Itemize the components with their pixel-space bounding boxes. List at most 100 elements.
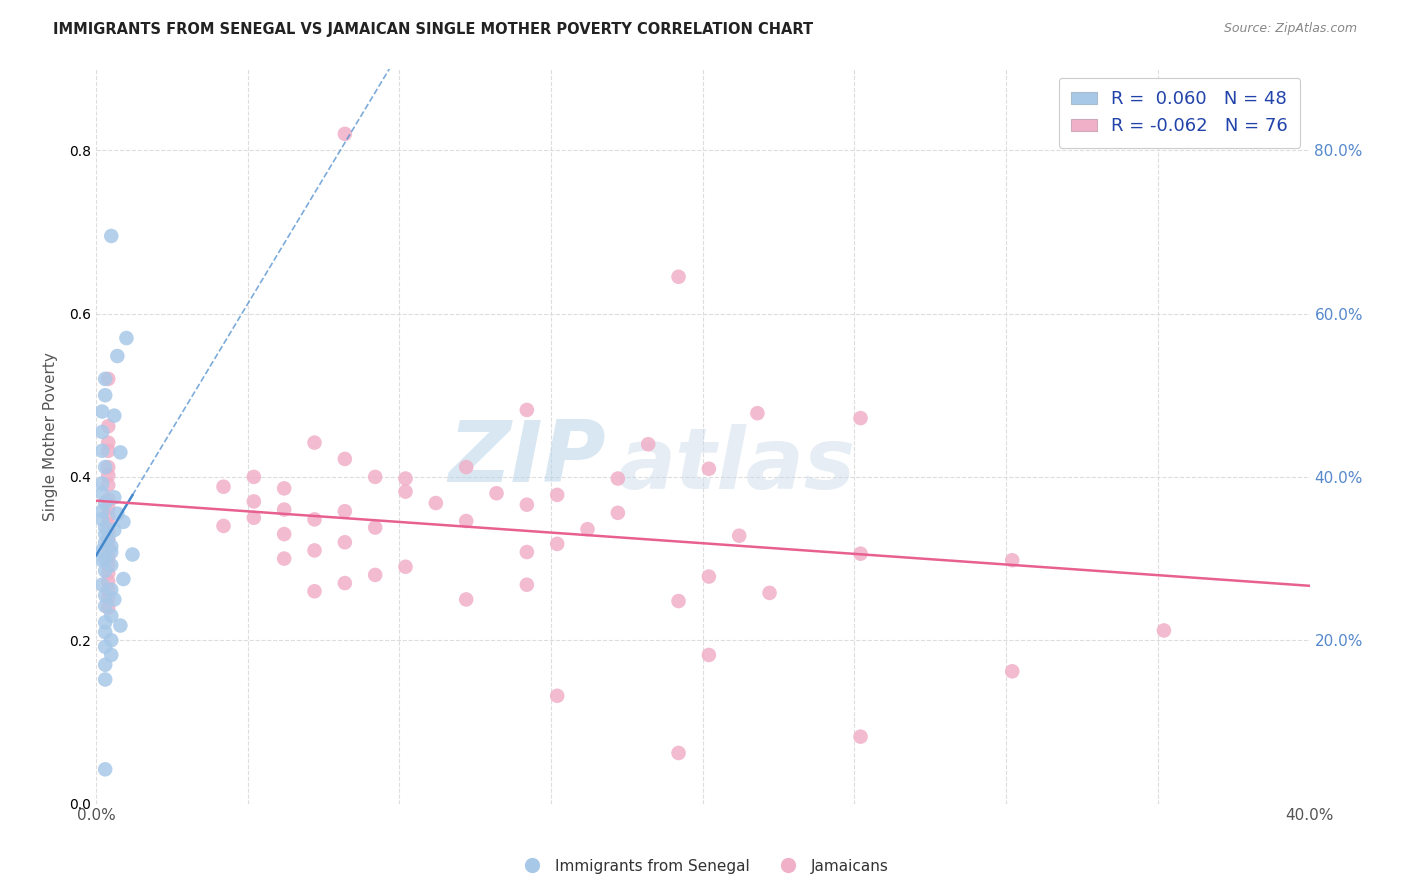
Text: Source: ZipAtlas.com: Source: ZipAtlas.com [1223,22,1357,36]
Point [97,525,120,540]
Point [100,545,122,559]
Point [91,476,114,491]
Point [94,372,117,386]
Point [576,522,599,536]
Point [94,673,117,687]
Point [105,507,128,521]
Point [697,461,720,475]
Point [243,494,266,508]
Point [97,443,120,458]
Point [97,531,120,545]
Point [94,388,117,402]
Point [304,584,326,599]
Point [94,551,117,566]
Point [100,648,122,662]
Point [637,437,659,451]
Point [121,548,143,562]
Point [273,481,295,495]
Point [212,480,235,494]
Point [94,640,117,654]
Point [304,543,326,558]
Point [100,633,122,648]
Point [105,349,128,363]
Point [94,535,117,549]
Point [606,471,628,485]
Point [91,425,114,439]
Point [97,533,120,548]
Y-axis label: Single Mother Poverty: Single Mother Poverty [44,351,58,521]
Point [668,269,690,284]
Point [94,520,117,534]
Point [91,504,114,518]
Point [97,468,120,483]
Point [91,512,114,526]
Point [110,445,132,459]
Point [100,582,122,597]
Point [273,502,295,516]
Point [304,435,326,450]
Point [94,625,117,640]
Point [97,517,120,532]
Point [115,331,138,345]
Point [1153,624,1175,638]
Point [516,545,538,559]
Point [97,435,120,450]
Point [758,586,780,600]
Point [606,506,628,520]
Point [273,551,295,566]
Point [243,510,266,524]
Point [394,471,416,485]
Point [243,470,266,484]
Point [456,514,478,528]
Point [91,578,114,592]
Point [849,547,872,561]
Point [100,229,122,244]
Point [364,520,387,534]
Point [546,488,568,502]
Point [364,470,387,484]
Point [97,372,120,386]
Point [1001,665,1024,679]
Point [94,527,117,541]
Point [304,512,326,526]
Point [97,460,120,475]
Point [100,558,122,573]
Point [333,452,356,467]
Point [333,504,356,518]
Point [94,599,117,613]
Text: ZIP: ZIP [449,417,606,500]
Point [91,553,114,567]
Point [97,591,120,605]
Point [94,496,117,510]
Point [110,618,132,632]
Point [333,127,356,141]
Legend: R =  0.060   N = 48, R = -0.062   N = 76: R = 0.060 N = 48, R = -0.062 N = 76 [1059,78,1301,148]
Point [112,572,135,586]
Point [94,460,117,475]
Point [97,541,120,556]
Point [94,564,117,578]
Point [1001,553,1024,567]
Point [94,762,117,776]
Point [697,648,720,662]
Point [456,592,478,607]
Point [849,411,872,425]
Point [103,523,125,537]
Point [456,460,478,475]
Point [394,559,416,574]
Point [668,746,690,760]
Point [97,509,120,524]
Point [516,578,538,592]
Point [97,500,120,515]
Point [100,539,122,553]
Point [91,404,114,418]
Point [91,486,114,500]
Point [97,558,120,573]
Point [333,576,356,591]
Point [100,608,122,623]
Point [516,498,538,512]
Point [425,496,447,510]
Point [485,486,508,500]
Point [103,491,125,505]
Point [97,574,120,589]
